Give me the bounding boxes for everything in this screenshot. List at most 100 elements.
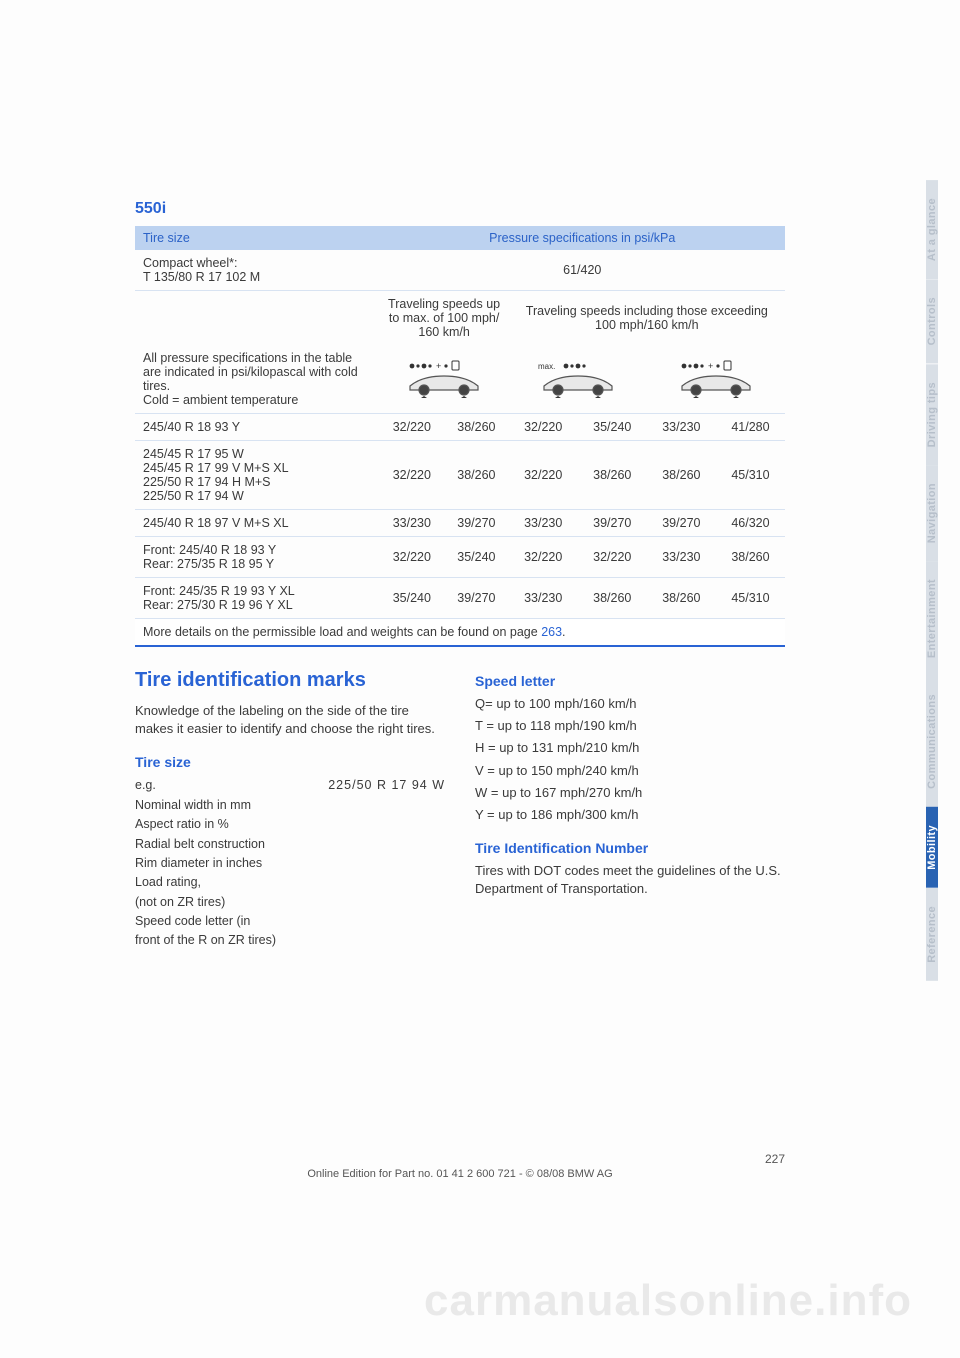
pressure-cell: 39/270 <box>444 510 509 537</box>
pressure-cell: 32/220 <box>380 414 445 441</box>
pressure-cell: 39/270 <box>647 510 716 537</box>
pressure-cell: 38/260 <box>647 441 716 510</box>
tire-example: 225/50 R 17 94 W <box>328 776 445 795</box>
section-tabs: At a glance Controls Driving tips Naviga… <box>926 180 960 981</box>
watermark: carmanualsonline.info <box>424 1276 912 1326</box>
tire-label: Aspect ratio in % <box>135 815 445 834</box>
tin-heading: Tire Identification Number <box>475 840 785 856</box>
pressure-cell: 32/220 <box>578 537 647 578</box>
car-icon-cell: max. <box>509 345 647 414</box>
tire-size-cell: 245/45 R 17 95 W 245/45 R 17 99 V M+S XL… <box>135 441 380 510</box>
table-footer-row: More details on the permissible load and… <box>135 619 785 647</box>
car-icon-cell: + <box>647 345 785 414</box>
tab-navigation[interactable]: Navigation <box>926 465 938 561</box>
pressure-cell: 38/260 <box>716 537 785 578</box>
pressure-cell: 45/310 <box>716 441 785 510</box>
tab-reference[interactable]: Reference <box>926 888 938 981</box>
car-loading-icon: + <box>402 358 486 398</box>
model-heading: 550i <box>135 200 785 218</box>
tab-driving-tips[interactable]: Driving tips <box>926 364 938 465</box>
footer-text-a: More details on the permissible load and… <box>143 625 541 639</box>
pressure-cell: 35/240 <box>578 414 647 441</box>
pressure-cell: 38/260 <box>647 578 716 619</box>
tire-label: (not on ZR tires) <box>135 893 445 912</box>
car-max-loading-icon: max. <box>536 358 620 398</box>
tab-controls[interactable]: Controls <box>926 279 938 363</box>
eg-label: e.g. <box>135 776 156 795</box>
pressure-cell: 39/270 <box>444 578 509 619</box>
tab-communications[interactable]: Communications <box>926 676 938 807</box>
pressure-cell: 35/240 <box>444 537 509 578</box>
pressure-cell: 32/220 <box>509 537 578 578</box>
pressure-cell: 35/240 <box>380 578 445 619</box>
pressure-cell: 33/230 <box>647 414 716 441</box>
tire-size-heading: Tire size <box>135 754 445 770</box>
tab-entertainment[interactable]: Entertainment <box>926 561 938 676</box>
pressure-cell: 38/260 <box>578 441 647 510</box>
speed-col-high: Traveling speeds including those exceedi… <box>509 291 785 346</box>
tire-label: Radial belt construction <box>135 835 445 854</box>
pressure-cell: 33/230 <box>380 510 445 537</box>
tire-label: Load rating, <box>135 873 445 892</box>
pressure-table: Tire size Pressure specifications in psi… <box>135 226 785 647</box>
footer-text-b: . <box>562 625 565 639</box>
table-row: Front: 245/35 R 19 93 Y XL Rear: 275/30 … <box>135 578 785 619</box>
pressure-cell: 39/270 <box>578 510 647 537</box>
pressure-cell: 41/280 <box>716 414 785 441</box>
page-footer: 227 Online Edition for Part no. 01 41 2 … <box>135 1152 785 1180</box>
page-link[interactable]: 263 <box>541 625 562 639</box>
left-column: Tire identification marks Knowledge of t… <box>135 669 445 951</box>
compact-wheel-value: 61/420 <box>380 250 785 291</box>
tire-size-cell: 245/40 R 18 97 V M+S XL <box>135 510 380 537</box>
speed-letter-heading: Speed letter <box>475 673 785 689</box>
pressure-cell: 33/230 <box>647 537 716 578</box>
tire-size-cell: Front: 245/35 R 19 93 Y XL Rear: 275/30 … <box>135 578 380 619</box>
tire-label: front of the R on ZR tires) <box>135 931 445 950</box>
pressure-cell: 38/260 <box>444 414 509 441</box>
pressure-cell: 46/320 <box>716 510 785 537</box>
footer-line: Online Edition for Part no. 01 41 2 600 … <box>135 1168 785 1180</box>
right-column: Speed letter Q= up to 100 mph/160 km/h T… <box>475 669 785 951</box>
compact-wheel-label: Compact wheel*: T 135/80 R 17 102 M <box>135 250 380 291</box>
compact-wheel-row: Compact wheel*: T 135/80 R 17 102 M 61/4… <box>135 250 785 291</box>
table-row: 245/45 R 17 95 W 245/45 R 17 99 V M+S XL… <box>135 441 785 510</box>
tab-mobility[interactable]: Mobility <box>926 807 938 888</box>
pressure-cell: 32/220 <box>380 537 445 578</box>
tire-size-cell: 245/40 R 18 93 Y <box>135 414 380 441</box>
speed-letter-line: H = up to 131 mph/210 km/h <box>475 739 785 757</box>
table-footer-cell: More details on the permissible load and… <box>135 619 785 647</box>
speed-letter-line: V = up to 150 mph/240 km/h <box>475 762 785 780</box>
speed-header-row: Traveling speeds up to max. of 100 mph/ … <box>135 291 785 346</box>
tire-label: Rim diameter in inches <box>135 854 445 873</box>
speed-letter-line: T = up to 118 mph/190 km/h <box>475 717 785 735</box>
table-row: Front: 245/40 R 18 93 Y Rear: 275/35 R 1… <box>135 537 785 578</box>
header-pressure: Pressure specifications in psi/kPa <box>380 226 785 250</box>
speed-letter-line: Q= up to 100 mph/160 km/h <box>475 695 785 713</box>
table-row: 245/40 R 18 97 V M+S XL 33/230 39/270 33… <box>135 510 785 537</box>
speed-letter-line: Y = up to 186 mph/300 km/h <box>475 806 785 824</box>
section-heading: Tire identification marks <box>135 669 445 692</box>
car-loading-icon: + <box>674 358 758 398</box>
pressure-cell: 33/230 <box>509 578 578 619</box>
pressure-cell: 33/230 <box>509 510 578 537</box>
empty-cell <box>135 291 380 346</box>
pressure-note: All pressure specifications in the table… <box>135 345 380 414</box>
pressure-cell: 32/220 <box>509 414 578 441</box>
tire-size-diagram: e.g. 225/50 R 17 94 W Nominal width in m… <box>135 776 445 950</box>
svg-text:+: + <box>436 361 441 371</box>
body-columns: Tire identification marks Knowledge of t… <box>135 669 785 951</box>
page-content: 550i Tire size Pressure specifications i… <box>135 200 785 951</box>
tab-at-a-glance[interactable]: At a glance <box>926 180 938 279</box>
tire-size-cell: Front: 245/40 R 18 93 Y Rear: 275/35 R 1… <box>135 537 380 578</box>
tire-label: Speed code letter (in <box>135 912 445 931</box>
section-intro: Knowledge of the labeling on the side of… <box>135 702 445 738</box>
svg-text:max.: max. <box>538 362 555 371</box>
pressure-cell: 45/310 <box>716 578 785 619</box>
speed-col-low: Traveling speeds up to max. of 100 mph/ … <box>380 291 509 346</box>
svg-text:+: + <box>708 361 713 371</box>
page-number: 227 <box>135 1152 785 1166</box>
tire-label: Nominal width in mm <box>135 796 445 815</box>
header-tire-size: Tire size <box>135 226 380 250</box>
table-row: 245/40 R 18 93 Y 32/220 38/260 32/220 35… <box>135 414 785 441</box>
pressure-cell: 38/260 <box>444 441 509 510</box>
